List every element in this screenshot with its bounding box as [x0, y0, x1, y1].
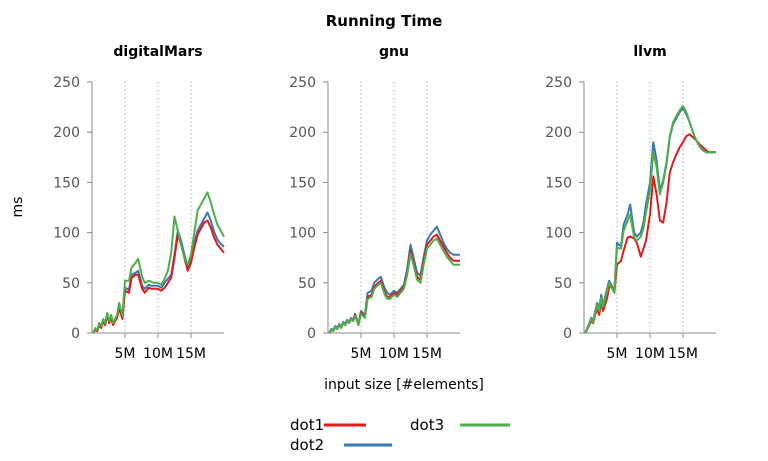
panel-digitalMars: digitalMars 0 50 100 150 200 250 5M 10M 15M — [53, 44, 225, 362]
y-tick-label: 50 — [554, 276, 572, 292]
chart-title: Running Time — [326, 12, 443, 30]
legend: dot1 dot3 dot2 — [290, 416, 510, 454]
y-tick-label: 0 — [307, 326, 316, 342]
y-tick-label: 250 — [53, 75, 80, 91]
x-tick-label: 10M — [379, 346, 409, 362]
y-tick-label: 50 — [62, 276, 80, 292]
x-tick-label: 5M — [351, 346, 372, 362]
y-tick-label: 200 — [53, 125, 80, 141]
legend-label-dot1: dot1 — [290, 416, 324, 434]
y-tick-label: 250 — [545, 75, 572, 91]
y-tick-label: 100 — [289, 226, 316, 242]
x-tick-label: 15M — [176, 346, 206, 362]
panel-llvm: llvm 0 50 100 150 200 250 5M 10M 15M — [545, 44, 716, 362]
y-tick-label: 100 — [545, 226, 572, 242]
legend-label-dot2: dot2 — [290, 436, 324, 454]
panel-gnu: gnu 0 50 100 150 200 250 5M 10M 15M — [289, 44, 460, 362]
x-tick-label: 5M — [115, 346, 136, 362]
y-tick-label: 0 — [563, 326, 572, 342]
y-axis-label: ms — [10, 197, 26, 218]
series-line-dot3 — [584, 105, 716, 334]
y-tick-label: 0 — [71, 326, 80, 342]
panel-title: gnu — [379, 44, 409, 60]
y-tick-label: 150 — [53, 175, 80, 191]
y-tick-label: 150 — [289, 175, 316, 191]
x-tick-label: 15M — [668, 346, 698, 362]
panel-title: digitalMars — [113, 44, 202, 60]
series-line-dot3 — [328, 237, 460, 334]
y-tick-label: 250 — [289, 75, 316, 91]
y-tick-label: 200 — [289, 125, 316, 141]
x-tick-label: 10M — [143, 346, 173, 362]
legend-label-dot3: dot3 — [410, 416, 444, 434]
panel-title: llvm — [633, 44, 666, 60]
y-tick-label: 200 — [545, 125, 572, 141]
x-axis-label: input size [#elements] — [324, 377, 484, 393]
y-tick-label: 150 — [545, 175, 572, 191]
x-tick-label: 10M — [635, 346, 665, 362]
y-tick-label: 50 — [298, 276, 316, 292]
x-tick-label: 15M — [412, 346, 442, 362]
series-line-dot3 — [92, 191, 225, 334]
series-line-dot1 — [328, 233, 460, 334]
x-tick-label: 5M — [607, 346, 628, 362]
series-line-dot2 — [92, 211, 225, 334]
series-line-dot1 — [92, 219, 225, 334]
y-tick-label: 100 — [53, 226, 80, 242]
